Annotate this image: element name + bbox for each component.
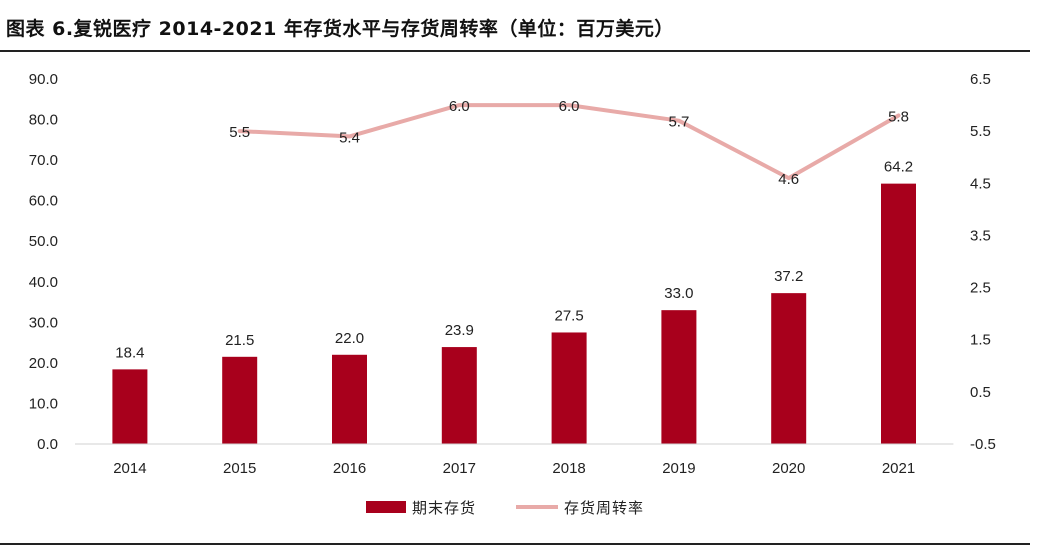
chart-title: 图表 6.复锐医疗 2014-2021 年存货水平与存货周转率（单位：百万美元） bbox=[6, 18, 674, 40]
bottom-divider bbox=[0, 543, 1030, 545]
top-divider bbox=[0, 50, 1030, 52]
bar-inventory bbox=[551, 332, 587, 444]
line-data-label: 6.0 bbox=[559, 98, 580, 115]
bar-data-label: 22.0 bbox=[335, 330, 364, 347]
bar-inventory bbox=[881, 183, 916, 444]
line-data-label: 5.5 bbox=[229, 124, 250, 141]
y-right-tick-label: 6.5 bbox=[970, 71, 991, 88]
bar-inventory bbox=[441, 347, 477, 444]
bar-data-label: 21.5 bbox=[225, 332, 254, 349]
bar-data-label: 37.2 bbox=[774, 268, 803, 285]
bar-data-label: 23.9 bbox=[445, 322, 474, 339]
bar-data-label: 33.0 bbox=[664, 285, 693, 302]
bar-data-label: 27.5 bbox=[554, 307, 583, 324]
x-tick-label: 2020 bbox=[772, 460, 805, 477]
x-tick-label: 2021 bbox=[882, 460, 915, 477]
bar-inventory bbox=[771, 293, 807, 444]
line-data-label: 4.6 bbox=[778, 171, 799, 188]
y-left-tick-label: 60.0 bbox=[29, 193, 58, 210]
y-right-tick-label: 5.5 bbox=[970, 123, 991, 140]
line-data-label: 5.8 bbox=[888, 109, 909, 126]
y-left-tick-label: 90.0 bbox=[29, 71, 58, 88]
y-left-tick-label: 20.0 bbox=[29, 355, 58, 372]
line-data-label: 5.4 bbox=[339, 129, 360, 146]
y-left-tick-label: 80.0 bbox=[29, 112, 58, 129]
bar-inventory bbox=[222, 356, 258, 444]
x-tick-label: 2018 bbox=[552, 460, 585, 477]
bar-data-label: 64.2 bbox=[884, 159, 913, 176]
x-tick-label: 2017 bbox=[443, 460, 476, 477]
y-right-tick-label: 4.5 bbox=[970, 175, 991, 192]
y-left-tick-label: 0.0 bbox=[37, 436, 58, 453]
bar-data-label: 18.4 bbox=[115, 344, 144, 361]
y-right-tick-label: 2.5 bbox=[970, 280, 991, 297]
bar-inventory bbox=[112, 369, 148, 444]
legend-label-inventory: 期末存货 bbox=[412, 499, 476, 517]
bar-inventory bbox=[332, 354, 367, 444]
x-tick-label: 2015 bbox=[223, 460, 256, 477]
x-tick-label: 2014 bbox=[113, 460, 146, 477]
y-left-tick-label: 10.0 bbox=[29, 395, 58, 412]
line-data-label: 6.0 bbox=[449, 98, 470, 115]
legend-swatch-inventory bbox=[366, 501, 406, 513]
y-left-tick-label: 50.0 bbox=[29, 233, 58, 250]
x-tick-label: 2016 bbox=[333, 460, 366, 477]
y-right-tick-label: 3.5 bbox=[970, 227, 991, 244]
y-left-tick-label: 70.0 bbox=[29, 152, 58, 169]
y-right-tick-label: -0.5 bbox=[970, 436, 996, 453]
x-tick-label: 2019 bbox=[662, 460, 695, 477]
bar-inventory bbox=[661, 310, 697, 444]
legend-label-turnover: 存货周转率 bbox=[564, 499, 644, 517]
line-turnover bbox=[237, 103, 901, 181]
y-right-tick-label: 1.5 bbox=[970, 332, 991, 349]
line-data-label: 5.7 bbox=[668, 114, 689, 131]
y-left-tick-label: 30.0 bbox=[29, 314, 58, 331]
y-left-tick-label: 40.0 bbox=[29, 274, 58, 291]
y-right-tick-label: 0.5 bbox=[970, 384, 991, 401]
